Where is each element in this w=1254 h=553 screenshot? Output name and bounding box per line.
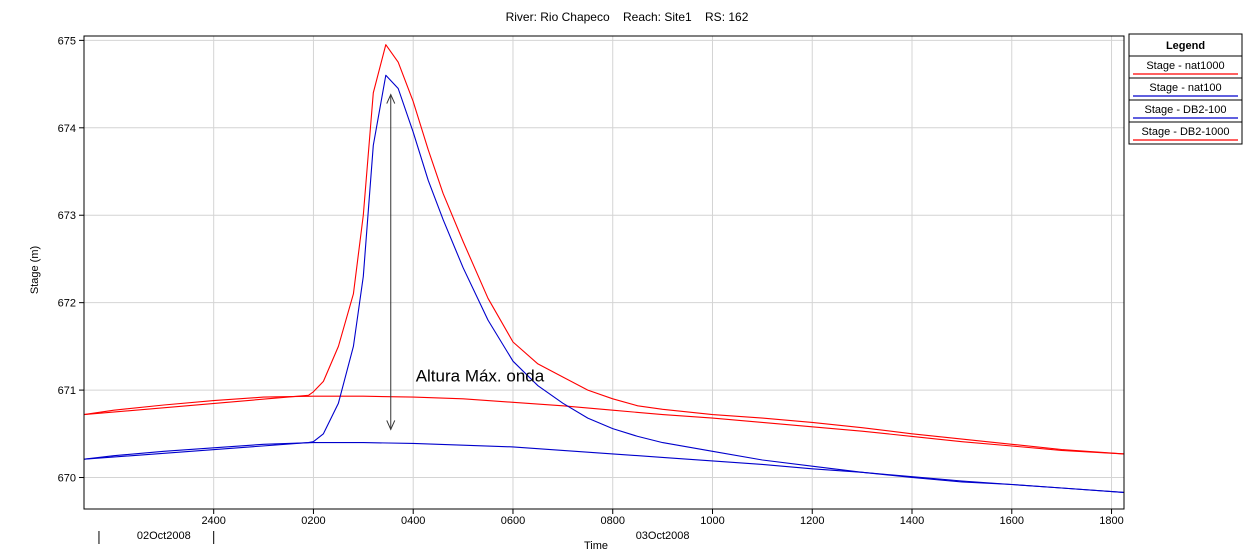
legend-entry-label: Stage - nat100 (1149, 82, 1221, 94)
y-tick-label: 673 (58, 210, 76, 222)
y-axis-label: Stage (m) (29, 246, 41, 294)
x-tick-label: 1000 (700, 515, 724, 527)
date-label: 02Oct2008 (137, 530, 191, 542)
legend: Legend Stage - nat1000 Stage - nat100 Stage… (1128, 33, 1243, 145)
plot-frame (83, 35, 1125, 510)
series-lines (83, 44, 1125, 493)
annotations: Altura Máx. onda (386, 93, 545, 431)
series-line (83, 442, 1125, 493)
x-tick-label: 1600 (1000, 515, 1024, 527)
annotation-arrow-head (386, 93, 396, 104)
x-axis-label: Time (584, 540, 608, 552)
x-tick-label: 0200 (301, 515, 325, 527)
y-axis: 670 671 672 673 674 675 (58, 35, 84, 485)
y-tick-label: 670 (58, 473, 76, 485)
date-label: 03Oct2008 (636, 530, 690, 542)
x-tick-label: 1800 (1099, 515, 1123, 527)
series-line (83, 74, 1125, 493)
x-tick-label: 0400 (401, 515, 425, 527)
annotation-label: Altura Máx. onda (416, 366, 545, 385)
legend-entry-label: Stage - DB2-1000 (1141, 126, 1229, 138)
grid-lines (84, 36, 1124, 509)
y-tick-label: 674 (58, 123, 76, 135)
x-tick-label: 0800 (600, 515, 624, 527)
y-tick-label: 672 (58, 298, 76, 310)
y-tick-label: 675 (58, 35, 76, 47)
series-line (83, 395, 1125, 455)
x-tick-label: 2400 (201, 515, 225, 527)
legend-title: Legend (1166, 40, 1205, 52)
legend-box (1128, 33, 1243, 145)
annotation-arrow-head (386, 420, 396, 431)
legend-entry-label: Stage - DB2-100 (1145, 104, 1227, 116)
x-tick-label: 1400 (900, 515, 924, 527)
x-tick-label: 1200 (800, 515, 824, 527)
chart-title: River: Rio Chapeco Reach: Site1 RS: 162 (506, 10, 749, 24)
x-axis: 2400 0200 0400 0600 0800 1000 1200 1400 1600 1800… (98, 509, 1124, 544)
legend-entry-label: Stage - nat1000 (1146, 60, 1224, 72)
y-tick-label: 671 (58, 385, 76, 397)
series-line (83, 44, 1125, 455)
x-tick-label: 0600 (501, 515, 525, 527)
